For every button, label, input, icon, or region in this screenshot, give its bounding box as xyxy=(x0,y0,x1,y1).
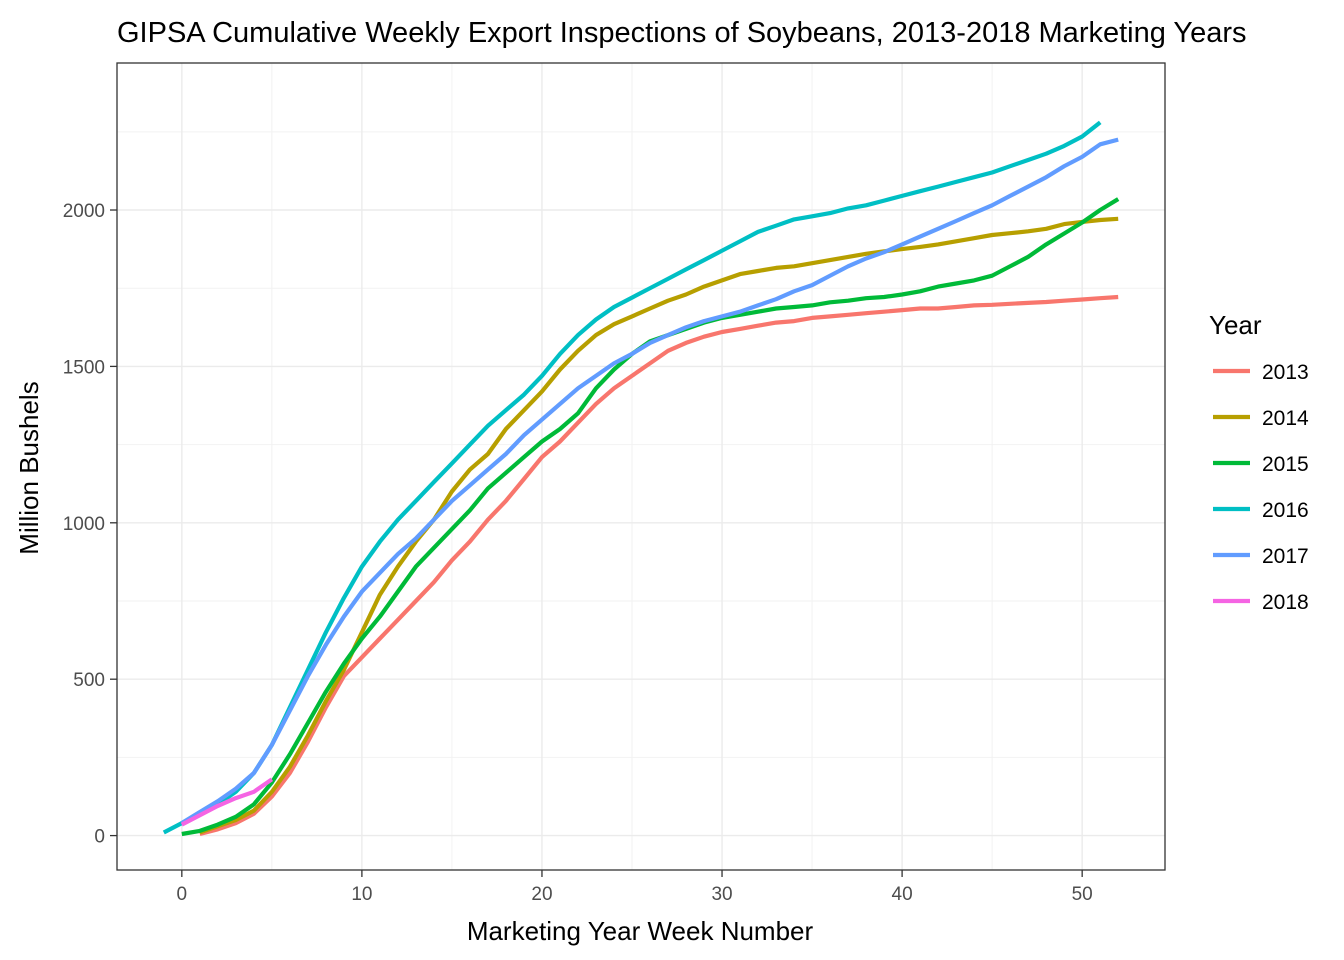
x-tick-label: 30 xyxy=(711,884,732,905)
x-tick-label: 40 xyxy=(892,884,913,905)
series-line-2014 xyxy=(199,216,1119,835)
series-lines xyxy=(162,120,1120,837)
series-line-2016 xyxy=(162,120,1102,835)
y-tick-label: 0 xyxy=(94,827,105,848)
x-tick-label: 20 xyxy=(531,884,552,905)
x-axis-title: Marketing Year Week Number xyxy=(467,916,814,946)
grid-major xyxy=(117,63,1165,870)
legend-title: Year xyxy=(1209,310,1262,340)
legend-label-2015: 2015 xyxy=(1262,453,1309,476)
grid-minor xyxy=(117,63,1165,870)
series-line-2017 xyxy=(180,137,1119,825)
x-tick-label: 10 xyxy=(351,884,372,905)
y-tick-label: 500 xyxy=(73,670,105,691)
legend-items: 2013 2014 2015 2016 2017 2018 xyxy=(1213,361,1309,614)
legend-label-2018: 2018 xyxy=(1262,591,1309,614)
legend: Year 2013 2014 2015 2016 2017 2018 xyxy=(1209,310,1309,614)
legend-label-2017: 2017 xyxy=(1262,545,1309,568)
x-tick-label: 0 xyxy=(177,884,188,905)
x-axis: 0 10 20 30 40 50 xyxy=(177,870,1093,905)
series-line-2013 xyxy=(199,294,1119,837)
x-tick-label: 50 xyxy=(1072,884,1093,905)
y-axis: 0 500 1000 1500 2000 xyxy=(63,201,117,848)
legend-label-2014: 2014 xyxy=(1262,407,1309,430)
series-line-2018 xyxy=(180,777,274,827)
legend-label-2013: 2013 xyxy=(1262,361,1309,384)
chart-title: GIPSA Cumulative Weekly Export Inspectio… xyxy=(117,17,1247,49)
y-tick-label: 1500 xyxy=(63,357,105,378)
y-tick-label: 2000 xyxy=(63,201,105,222)
legend-label-2016: 2016 xyxy=(1262,499,1309,522)
plot-panel-border xyxy=(116,62,1166,871)
y-axis-title: Million Bushels xyxy=(14,381,44,554)
series-line-2015 xyxy=(181,197,1120,837)
y-tick-label: 1000 xyxy=(63,514,105,535)
